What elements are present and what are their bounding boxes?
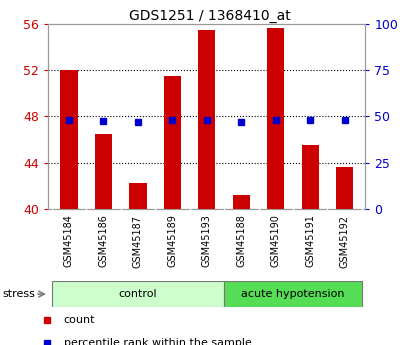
Bar: [233, 195, 250, 209]
Bar: [60, 70, 78, 209]
Text: stress: stress: [2, 289, 35, 299]
Bar: [198, 30, 215, 209]
Bar: [129, 183, 147, 209]
Bar: [336, 167, 353, 209]
Text: GSM45191: GSM45191: [305, 215, 315, 267]
Bar: [52, 281, 224, 307]
Text: GSM45193: GSM45193: [202, 215, 212, 267]
Text: GSM45186: GSM45186: [98, 215, 108, 267]
Text: GDS1251 / 1368410_at: GDS1251 / 1368410_at: [129, 9, 291, 23]
Bar: [302, 145, 319, 209]
Text: percentile rank within the sample: percentile rank within the sample: [64, 338, 252, 345]
Text: acute hypotension: acute hypotension: [241, 289, 345, 299]
Text: GSM45192: GSM45192: [340, 215, 350, 267]
Text: GSM45188: GSM45188: [236, 215, 246, 267]
Text: GSM45184: GSM45184: [64, 215, 74, 267]
Text: GSM45189: GSM45189: [168, 215, 177, 267]
Bar: [224, 281, 362, 307]
Text: count: count: [64, 315, 95, 325]
Bar: [267, 28, 284, 209]
Bar: [95, 134, 112, 209]
Text: control: control: [118, 289, 157, 299]
Text: GSM45190: GSM45190: [271, 215, 281, 267]
Text: GSM45187: GSM45187: [133, 215, 143, 267]
Bar: [164, 76, 181, 209]
